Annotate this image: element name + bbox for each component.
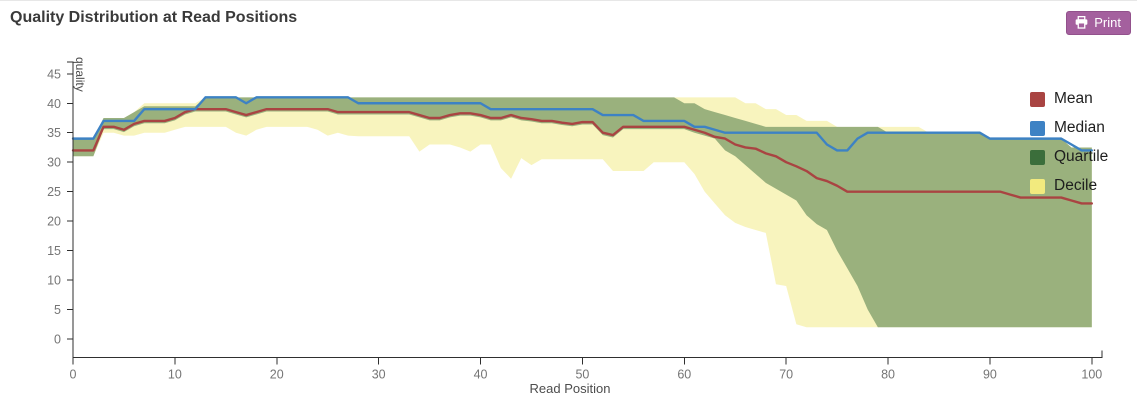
x-tick-label: 0 bbox=[70, 368, 77, 382]
legend-label: Median bbox=[1054, 119, 1105, 136]
y-tick-label: 35 bbox=[47, 126, 61, 140]
mean-swatch bbox=[1030, 91, 1045, 107]
legend-item-mean: Mean bbox=[1030, 90, 1108, 108]
chart-legend: Mean Median Quartile Decile bbox=[1030, 90, 1108, 195]
x-tick-label: 30 bbox=[372, 368, 386, 382]
x-axis: 0 10 20 30 40 50 60 70 80 90 100 bbox=[70, 350, 1103, 382]
x-tick-label: 70 bbox=[779, 368, 793, 382]
print-button[interactable]: Print bbox=[1066, 11, 1131, 35]
y-axis-title: quality bbox=[73, 57, 87, 92]
x-tick-label: 60 bbox=[677, 368, 691, 382]
x-tick-label: 90 bbox=[983, 368, 997, 382]
panel-header: Quality Distribution at Read Positions P… bbox=[0, 1, 1137, 41]
quartile-band bbox=[73, 97, 1092, 328]
y-tick-label: 45 bbox=[47, 67, 61, 81]
legend-label: Quartile bbox=[1054, 148, 1109, 165]
series-layer bbox=[71, 96, 1094, 328]
quality-chart-svg: 0 5 10 15 20 25 30 35 40 45 0 10 20 30 40 50 60 70 80 90 100… bbox=[47, 57, 1103, 396]
y-tick-label: 40 bbox=[47, 97, 61, 111]
y-tick-label: 20 bbox=[47, 215, 61, 229]
median-swatch bbox=[1030, 120, 1045, 136]
legend-label: Decile bbox=[1054, 177, 1098, 194]
x-axis-title: Read Position bbox=[530, 381, 611, 396]
axes-layer: 0 5 10 15 20 25 30 35 40 45 0 10 20 30 40 50 60 70 80 90 100 bbox=[47, 61, 1103, 382]
legend-item-quartile: Quartile bbox=[1030, 148, 1108, 166]
y-tick-label: 25 bbox=[47, 185, 61, 199]
x-tick-label: 20 bbox=[270, 368, 284, 382]
quartile-swatch bbox=[1030, 149, 1045, 165]
y-tick-label: 30 bbox=[47, 156, 61, 170]
x-tick-label: 100 bbox=[1081, 368, 1102, 382]
legend-label: Mean bbox=[1054, 90, 1093, 107]
x-tick-label: 40 bbox=[474, 368, 488, 382]
legend-item-decile: Decile bbox=[1030, 177, 1108, 195]
decile-swatch bbox=[1030, 178, 1045, 194]
print-button-label: Print bbox=[1094, 15, 1121, 30]
y-tick-label: 10 bbox=[47, 274, 61, 288]
y-axis: 0 5 10 15 20 25 30 35 40 45 bbox=[47, 61, 74, 358]
x-tick-label: 50 bbox=[575, 368, 589, 382]
y-tick-label: 5 bbox=[54, 303, 61, 317]
x-tick-label: 10 bbox=[168, 368, 182, 382]
legend-item-median: Median bbox=[1030, 119, 1108, 137]
median-line bbox=[71, 96, 1094, 152]
mean-line bbox=[71, 107, 1094, 205]
page-title: Quality Distribution at Read Positions bbox=[10, 9, 298, 26]
quality-chart: 0 5 10 15 20 25 30 35 40 45 0 10 20 30 40 50 60 70 80 90 100… bbox=[0, 41, 1137, 406]
y-tick-label: 0 bbox=[54, 333, 61, 347]
x-tick-label: 80 bbox=[881, 368, 895, 382]
y-tick-label: 15 bbox=[47, 244, 61, 258]
printer-icon bbox=[1075, 16, 1088, 29]
